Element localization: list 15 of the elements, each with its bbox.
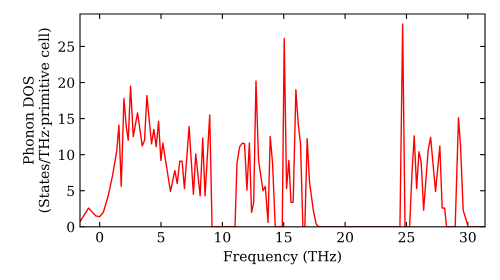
x-tick-label: 5	[158, 232, 164, 242]
y-tick-label: 5	[67, 186, 74, 196]
x-tick-label: 20	[337, 232, 354, 242]
x-tick-label: 10	[215, 232, 230, 242]
y-tick-label: 15	[59, 114, 74, 124]
y-tick-label: 0	[67, 222, 74, 232]
y-axis-title: Phonon DOS (States/THz·primitive cell)	[22, 28, 52, 212]
x-tick-label: 0	[96, 232, 104, 242]
x-tick-label: 30	[460, 232, 476, 242]
y-tick-label: 25	[58, 41, 74, 52]
y-tick-label: 10	[59, 150, 74, 160]
y-tick-label: 20	[58, 77, 74, 88]
x-tick-label: 25	[398, 232, 414, 242]
x-tick-label: 15	[276, 232, 292, 242]
x-axis-title: Frequency (THz)	[224, 250, 341, 264]
